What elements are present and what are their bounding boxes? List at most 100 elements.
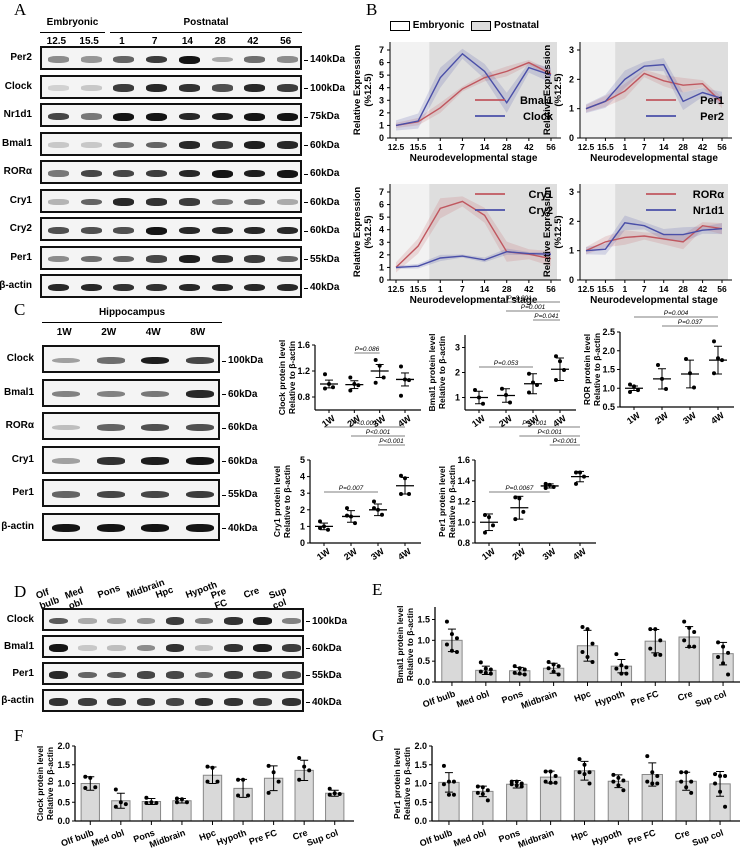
data-point — [587, 770, 592, 775]
data-point — [645, 754, 650, 759]
data-point — [624, 671, 629, 676]
panel-letter-d: D — [14, 582, 27, 601]
data-point — [689, 779, 694, 784]
data-point — [535, 383, 539, 387]
data-point — [580, 625, 585, 629]
data-point — [483, 666, 488, 671]
x-tick-label: Pre FC — [629, 688, 660, 707]
band — [178, 198, 200, 206]
y-tick-label: 5 — [379, 212, 384, 222]
data-point — [276, 779, 281, 784]
y-axis-label: Relative Expression(%12.5) — [352, 45, 374, 135]
data-point — [521, 509, 526, 514]
data-point — [551, 484, 556, 489]
x-tick-label: Cre — [673, 827, 691, 842]
data-point — [554, 378, 558, 382]
y-tick-label: 2 — [569, 216, 574, 226]
band — [141, 457, 170, 465]
data-point — [658, 638, 663, 643]
blot-row-label: Clock — [6, 353, 34, 364]
data-point — [578, 470, 582, 475]
data-point — [297, 756, 302, 760]
x-tick-label: 56 — [717, 142, 727, 152]
y-tick-label: 1 — [300, 521, 305, 531]
y-tick-label: 1.0 — [457, 517, 470, 527]
data-point — [580, 650, 585, 654]
y-tick-label: 0.5 — [602, 402, 615, 412]
postnatal-region — [429, 42, 557, 138]
data-point — [236, 777, 241, 782]
blot-row-label: β-actin — [1, 520, 34, 532]
band — [223, 698, 243, 706]
y-tick-label: 2 — [379, 108, 384, 118]
p-value-label: P=0.001 — [521, 304, 546, 311]
band — [253, 644, 272, 652]
band — [146, 141, 168, 149]
y-tick-label: 1.4 — [457, 476, 470, 486]
band — [107, 671, 127, 679]
y-tick-label: 3 — [569, 45, 574, 55]
confidence-band — [396, 248, 551, 269]
band — [141, 490, 170, 499]
y-tick-label: 1.0 — [417, 635, 430, 645]
x-tick-label: Midbrain — [520, 688, 559, 710]
p-value-label: P=0.041 — [534, 313, 559, 320]
band — [185, 390, 214, 398]
bar-midbrain — [172, 800, 192, 822]
blot-strip — [40, 46, 302, 70]
data-point — [154, 801, 159, 805]
band — [78, 618, 97, 624]
y-tick-label: 2 — [379, 250, 384, 260]
data-point — [449, 648, 454, 653]
data-point — [241, 777, 246, 782]
data-point — [491, 523, 495, 528]
band — [185, 524, 214, 532]
data-point — [614, 666, 619, 671]
p-value-label: P<0.001 — [522, 420, 547, 427]
band — [277, 199, 299, 205]
data-point — [517, 666, 522, 671]
blot-strip — [42, 345, 220, 373]
data-point — [399, 473, 403, 478]
data-point — [451, 792, 456, 797]
band — [47, 142, 69, 148]
data-point — [611, 779, 616, 784]
x-tick-label: 1W — [315, 546, 332, 562]
data-point — [692, 630, 697, 634]
x-tick-label: 15.5 — [410, 284, 427, 294]
data-point — [692, 644, 697, 649]
band — [80, 113, 102, 120]
data-point — [407, 492, 411, 497]
x-tick-label: 28 — [502, 142, 512, 152]
data-point — [441, 763, 446, 768]
x-tick-label: 1 — [438, 284, 443, 294]
band — [107, 618, 127, 624]
data-point — [519, 784, 524, 789]
blot-strip — [42, 608, 304, 631]
x-tick-label: Olf bulb — [60, 827, 96, 848]
data-point — [721, 644, 726, 649]
legend-label: Cry2 — [529, 205, 553, 217]
legend-label-embryonic: Embryonic — [412, 20, 465, 31]
x-tick-label: 14 — [480, 284, 490, 294]
p-value-label: P=0.053 — [494, 360, 519, 367]
blot-row-label: β-actin — [1, 694, 34, 706]
band — [223, 671, 243, 679]
series-line-Bmal1 — [395, 61, 552, 127]
data-point — [483, 512, 487, 517]
band — [113, 56, 135, 63]
data-point — [123, 802, 128, 807]
x-tick-label: Hpc — [570, 827, 589, 842]
band — [96, 390, 125, 398]
data-point — [689, 790, 694, 795]
data-point — [93, 785, 98, 790]
data-point — [481, 401, 485, 406]
y-tick-label: 1 — [569, 246, 574, 256]
x-tick-label: Cre — [676, 688, 694, 703]
data-point — [628, 382, 632, 387]
series-line-Clock — [395, 52, 552, 127]
band — [211, 255, 233, 263]
lane-label: 28 — [214, 36, 226, 47]
y-tick-label: 5 — [300, 455, 305, 465]
